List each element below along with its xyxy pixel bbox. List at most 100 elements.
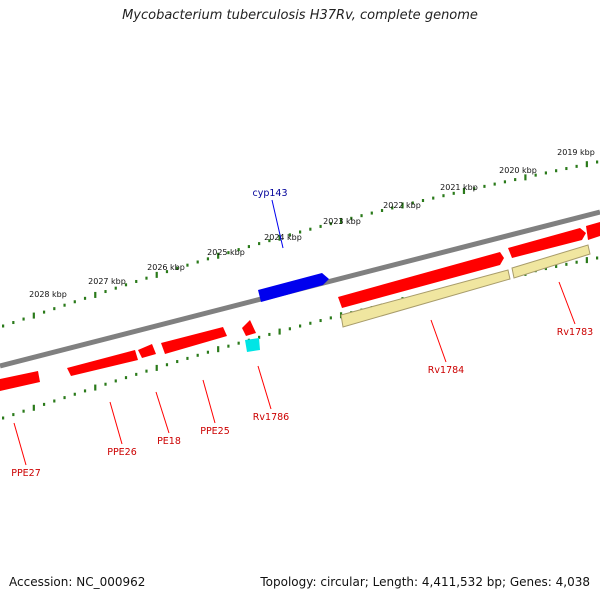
outer-track-tick <box>514 178 517 182</box>
outer-track-tick <box>237 248 240 252</box>
outer-track-tick <box>493 182 496 186</box>
gene-label-rv1783: Rv1783 <box>557 327 593 338</box>
gene-leader-line <box>271 199 284 249</box>
outer-track-tick <box>145 276 148 280</box>
scale-label: 2028 kbp <box>29 290 67 299</box>
gene-label-ppe26: PPE26 <box>107 447 137 458</box>
outer-track-tick <box>442 194 445 198</box>
inner-track-tick <box>288 327 291 331</box>
inner-track-tick <box>555 264 558 268</box>
gene-cyp143 <box>258 273 329 302</box>
inner-track-tick <box>73 392 76 396</box>
inner-track-tick <box>258 335 261 339</box>
gene-rv1786 <box>242 320 256 336</box>
inner-track-tick <box>22 409 25 413</box>
outer-track-tick <box>483 184 486 188</box>
outer-track-tick <box>104 290 107 294</box>
outer-track-tick <box>421 199 425 203</box>
gene-rv1784 <box>338 252 504 308</box>
inner-track-tick <box>575 260 578 264</box>
inner-track-tick <box>104 382 107 386</box>
inner-track-tick <box>12 413 15 417</box>
scale-label: 2024 kbp <box>264 233 302 242</box>
gene-label-pe18: PE18 <box>157 436 181 447</box>
inner-track-tick <box>319 319 322 323</box>
gene-leader-line <box>13 422 27 466</box>
outer-track-tick <box>309 227 312 231</box>
inner-track-tick <box>299 324 302 328</box>
map-title: Mycobacterium tuberculosis H37Rv, comple… <box>122 8 478 23</box>
scale-label: 2019 kbp <box>557 148 595 157</box>
inner-track-tick <box>565 262 568 266</box>
pseudogene-1 <box>340 269 511 328</box>
inner-track-tick <box>94 384 97 391</box>
outer-track-tick <box>350 216 353 220</box>
inner-track-tick <box>585 257 588 264</box>
inner-track-tick <box>2 416 5 420</box>
inner-track-tick <box>124 376 128 380</box>
inner-track-tick <box>135 372 138 376</box>
inner-track-tick <box>165 363 169 367</box>
inner-track-tick <box>227 344 230 348</box>
gene-label-rv1784: Rv1784 <box>428 365 464 376</box>
outer-track-tick <box>278 234 281 241</box>
inner-track-tick <box>268 332 271 336</box>
inner-track-tick <box>206 350 210 354</box>
outer-track-tick <box>575 164 578 168</box>
inner-track-tick <box>83 389 87 393</box>
gene-leader-line <box>202 379 216 424</box>
gene-rv1783 <box>508 228 586 258</box>
outer-track-tick <box>94 291 97 298</box>
gene-features <box>0 222 600 391</box>
outer-track-tick <box>391 206 394 210</box>
outer-track-tick <box>452 191 455 195</box>
outer-track-tick <box>2 324 5 328</box>
outer-track-tick <box>53 307 56 311</box>
outer-track-tick <box>247 245 250 249</box>
outer-track-tick <box>555 169 558 173</box>
outer-track-tick <box>114 286 117 290</box>
inner-track-tick <box>42 402 46 406</box>
outer-track-tick <box>135 279 138 283</box>
inner-track-tick <box>155 364 158 371</box>
outer-track-tick <box>217 252 220 259</box>
outer-track-tick <box>380 208 384 212</box>
inner-track-tick <box>53 399 56 403</box>
inner-track-tick <box>63 396 66 400</box>
outer-track-tick <box>432 196 435 200</box>
outer-track-tick <box>401 202 404 209</box>
outer-track-tick <box>258 242 261 246</box>
gene-leader-line <box>155 391 170 434</box>
gene-leader-line <box>430 319 447 363</box>
scale-label: 2026 kbp <box>147 263 185 272</box>
outer-track-tick <box>299 230 302 234</box>
inner-track-tick <box>329 316 332 320</box>
gene-labels: 2019 kbp 2020 kbp 2021 kbp 2022 kbp 2023 kbp… <box>11 148 595 479</box>
outer-track-tick <box>73 300 76 304</box>
outer-track-tick <box>268 239 271 243</box>
inner-track-tick <box>217 346 220 353</box>
gene-label-cyp143: cyp143 <box>252 188 287 199</box>
outer-track-tick <box>596 160 599 164</box>
gene-leader-line <box>257 365 272 410</box>
inner-track-tick <box>186 356 189 360</box>
scale-label: 2025 kbp <box>207 248 245 257</box>
outer-track-tick <box>12 321 15 325</box>
gene-label-rv1786: Rv1786 <box>253 412 289 423</box>
scale-label: 2020 kbp <box>499 166 537 175</box>
inner-track-tick <box>544 267 547 271</box>
scale-label: 2021 kbp <box>440 183 478 192</box>
inner-track-tick <box>32 404 35 411</box>
outer-track-tick <box>319 224 322 228</box>
inner-track-tick <box>145 369 148 373</box>
gene-label-ppe27: PPE27 <box>11 468 41 479</box>
outer-track-tick <box>473 187 476 191</box>
outer-track-tick <box>565 167 568 171</box>
inner-track-tick <box>309 321 312 325</box>
outer-track-tick <box>360 214 363 218</box>
pseudogene-2 <box>511 244 591 279</box>
outer-track-tick <box>288 233 291 237</box>
gene-leader-line <box>558 281 576 325</box>
outer-track-tick <box>165 270 169 274</box>
